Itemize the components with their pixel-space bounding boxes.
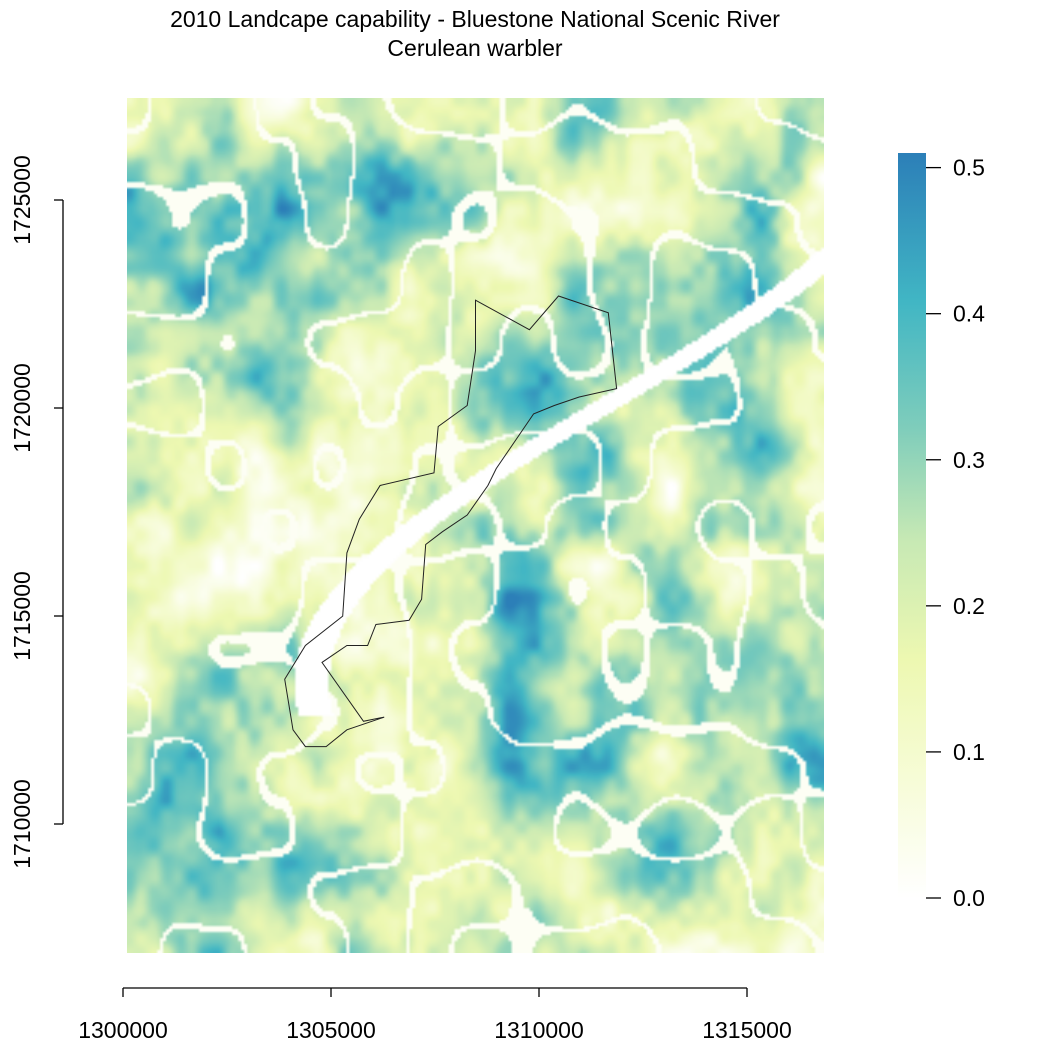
- colorbar-tick-label: 0.1: [953, 739, 985, 765]
- y-tick-label: 1725000: [9, 155, 35, 245]
- colorbar-ticks: 0.0 0.1 0.2 0.3 0.4 0.5: [926, 155, 985, 911]
- colorbar-tick-label: 0.0: [953, 885, 985, 911]
- chart-subtitle: Cerulean warbler: [387, 35, 562, 61]
- capability-raster: [127, 98, 824, 953]
- colorbar-tick-label: 0.3: [953, 447, 985, 473]
- x-ticks: 1300000 1305000 1310000 1315000: [78, 988, 792, 1043]
- y-tick-label: 1715000: [9, 571, 35, 661]
- colorbar-tick-label: 0.2: [953, 593, 985, 619]
- colorbar-tick-label: 0.5: [953, 155, 985, 181]
- raster-image: [127, 98, 824, 953]
- x-tick-label: 1300000: [78, 1017, 168, 1043]
- y-axis: 1710000 1715000 1720000 1725000: [9, 155, 64, 869]
- x-tick-label: 1310000: [494, 1017, 584, 1043]
- colorbar-tick-label: 0.4: [953, 301, 985, 327]
- chart-title: 2010 Landcape capability - Bluestone Nat…: [170, 6, 780, 32]
- x-tick-label: 1305000: [286, 1017, 376, 1043]
- x-axis: 1300000 1305000 1310000 1315000: [78, 987, 792, 1043]
- y-tick-label: 1710000: [9, 779, 35, 869]
- colorbar-legend: 0.0 0.1 0.2 0.3 0.4 0.5: [898, 153, 985, 911]
- park-boundary-outline: [284, 295, 618, 748]
- y-ticks: 1710000 1715000 1720000 1725000: [9, 155, 63, 869]
- y-tick-label: 1720000: [9, 363, 35, 453]
- colorbar-gradient: [898, 153, 926, 898]
- x-tick-label: 1315000: [702, 1017, 792, 1043]
